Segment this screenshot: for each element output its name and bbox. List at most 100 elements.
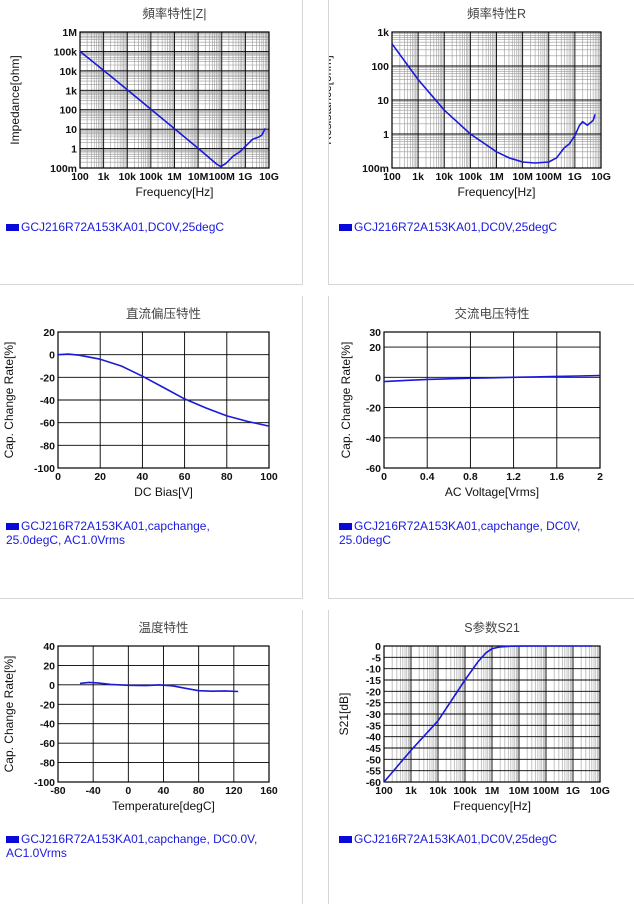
y-tick-label: 10 [377, 95, 389, 107]
y-tick-label: -30 [366, 709, 381, 721]
y-tick-label: -80 [40, 758, 55, 770]
plot-frame [79, 31, 270, 169]
chart-title: 頻率特性|Z| [142, 6, 206, 21]
x-tick-label: 10M [188, 171, 209, 183]
y-axis-label: Impedance[ohm] [8, 55, 22, 144]
x-tick-label: 0 [55, 471, 61, 483]
x-tick-label: -40 [86, 785, 101, 797]
x-axis-label: AC Voltage[Vrms] [445, 485, 539, 499]
series-line [57, 353, 270, 427]
x-tick-label: 10k [429, 785, 447, 797]
x-tick-label: 1k [412, 171, 424, 183]
y-tick-label: 1k [377, 27, 389, 39]
panel-temperature: 温度特性 -80 -40 0 40 80 120 160 -100 -80 -60 -40 -20 0 20… [0, 610, 303, 904]
x-axis-label: Frequency[Hz] [457, 185, 535, 199]
y-tick-label: -40 [366, 732, 381, 744]
y-tick-label: 20 [43, 327, 55, 339]
y-tick-label: 10 [65, 124, 77, 136]
panel-dc-bias: 直流偏压特性 0 20 40 60 80 100 -100 -80 -60 -40 -20 0 20 DC … [0, 296, 303, 599]
y-tick-label: 0 [375, 641, 381, 653]
y-tick-label: 100 [59, 105, 77, 117]
y-tick-label: -100 [34, 777, 55, 789]
temperature-chart: 温度特性-80 -40 0 40 80 120 160-100-80-60-40-20020… [2, 620, 278, 813]
x-tick-label: 1.2 [506, 471, 521, 483]
legend-ac-voltage: GCJ216R72A153KA01,capchange, DC0V, 25.0d… [339, 519, 609, 547]
legend-swatch [339, 224, 352, 231]
x-tick-label: 10G [259, 171, 279, 183]
y-tick-label: 1 [71, 144, 77, 156]
x-axis-label: Frequency[Hz] [453, 799, 531, 813]
x-tick-label: 40 [137, 471, 149, 483]
y-tick-label: -35 [366, 720, 381, 732]
x-tick-label: 100 [71, 171, 89, 183]
y-tick-label: -60 [366, 463, 381, 475]
y-tick-label: -40 [40, 719, 55, 731]
y-tick-label: -20 [366, 403, 381, 415]
x-tick-label: 20 [94, 471, 106, 483]
legend-swatch [339, 836, 352, 843]
x-tick-label: 100M [536, 171, 563, 183]
x-tick-label: 10k [118, 171, 136, 183]
x-tick-label: 10G [590, 785, 610, 797]
y-tick-label: -50 [366, 754, 381, 766]
x-tick-label: 100k [453, 785, 477, 797]
y-axis-label: Resistance[ohm] [329, 55, 334, 144]
y-tick-label: -60 [40, 418, 55, 430]
x-tick-label: -80 [50, 785, 65, 797]
x-tick-label: 1M [485, 785, 500, 797]
x-tick-label: 60 [179, 471, 191, 483]
y-tick-label: 100k [54, 46, 78, 58]
y-tick-label: 0 [49, 350, 55, 362]
dc-bias-chart: 直流偏压特性 0 20 40 60 80 100 -100 -80 -60 -40 -20 0 20 DC … [2, 306, 278, 499]
legend-dc-bias: GCJ216R72A153KA01,capchange, 25.0degC, A… [6, 519, 246, 547]
x-tick-label: 100M [533, 785, 560, 797]
y-tick-label: 0 [49, 680, 55, 692]
x-tick-label: 10G [591, 171, 611, 183]
legend-temperature: GCJ216R72A153KA01,capchange, DC0.0V, AC1… [6, 832, 296, 860]
legend-swatch [6, 224, 19, 231]
legend-text: GCJ216R72A153KA01,capchange, DC0.0V, AC1… [6, 832, 258, 860]
y-tick-label: 30 [369, 327, 381, 339]
plot-frame [383, 645, 601, 783]
x-tick-label: 80 [221, 471, 233, 483]
plot-frame [57, 331, 270, 469]
y-tick-label: 100m [50, 163, 77, 175]
x-tick-label: 10k [435, 171, 453, 183]
plot-frame [57, 645, 270, 783]
x-tick-label: 10M [512, 171, 533, 183]
panel-ac-voltage: 交流电压特性 0 0.4 0.8 1.2 1.6 2 -60 -40 -20 0 20 30 AC Vol… [328, 296, 634, 599]
y-tick-label: -45 [366, 743, 381, 755]
y-tick-label: -25 [366, 698, 381, 710]
series-line [79, 50, 267, 168]
y-tick-label: 20 [369, 342, 381, 354]
x-tick-label: 100M [209, 171, 236, 183]
chart-title: 交流电压特性 [454, 306, 529, 321]
x-tick-label: 1.6 [549, 471, 564, 483]
y-tick-label: -55 [366, 766, 381, 778]
resistance-chart: 頻率特性R 100 1k 10k 100k 1M 10M 100M 1G 10G 100m 1 10 10… [329, 6, 611, 199]
y-tick-label: 20 [43, 660, 55, 672]
x-tick-label: 160 [260, 785, 278, 797]
series-line [79, 681, 239, 693]
x-axis-label: Temperature[degC] [112, 799, 215, 813]
x-tick-label: 1k [98, 171, 110, 183]
x-tick-label: 100 [375, 785, 393, 797]
x-tick-label: 100 [383, 171, 401, 183]
x-axis-label: Frequency[Hz] [135, 185, 213, 199]
y-tick-label: 1M [62, 27, 77, 39]
y-tick-label: 1k [65, 85, 77, 97]
legend-swatch [339, 523, 352, 530]
series-line [383, 645, 592, 783]
x-tick-label: 1G [566, 785, 580, 797]
y-tick-label: -40 [40, 395, 55, 407]
y-tick-label: 0 [375, 372, 381, 384]
legend-text: GCJ216R72A153KA01,capchange, 25.0degC, A… [6, 519, 210, 547]
legend-swatch [6, 836, 19, 843]
y-tick-label: 40 [43, 641, 55, 653]
x-tick-label: 0 [125, 785, 131, 797]
y-tick-label: -10 [366, 664, 381, 676]
chart-title: 温度特性 [138, 620, 188, 635]
panel-impedance: 頻率特性|Z| 100 1k 10k 100k 1M 10M 100M 1G 10G 100m 1 10… [0, 0, 303, 285]
y-tick-label: -20 [366, 686, 381, 698]
series-line [391, 43, 596, 164]
